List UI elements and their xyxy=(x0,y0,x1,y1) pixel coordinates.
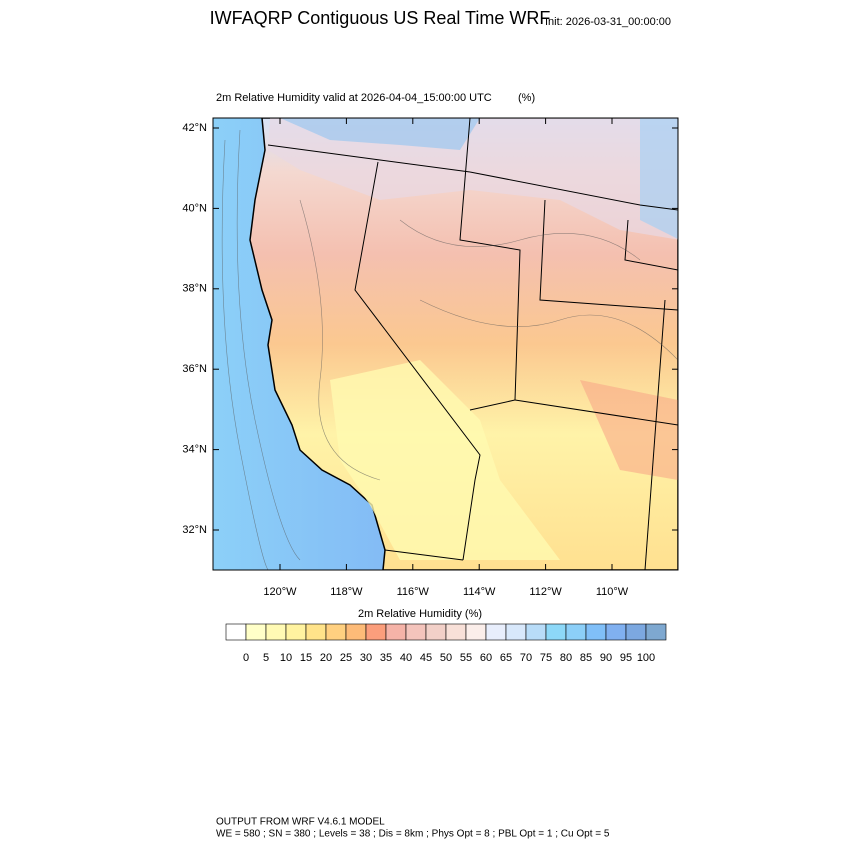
lon-tick-label: 118°W xyxy=(330,586,363,598)
footer-line: WE = 580 ; SN = 380 ; Levels = 38 ; Dis … xyxy=(216,829,610,840)
colorbar-label: 40 xyxy=(400,652,412,664)
colorbar-label: 50 xyxy=(440,652,452,664)
north-cloud-zone xyxy=(280,118,480,150)
contours xyxy=(221,129,678,570)
colorbar-box xyxy=(505,623,527,641)
colorbar-label: 60 xyxy=(480,652,492,664)
colorbar-label: 35 xyxy=(380,652,392,664)
colorbar-box xyxy=(605,623,627,641)
map-subtitle: 2m Relative Humidity valid at 2026-04-04… xyxy=(216,92,492,104)
colorbar-label: 75 xyxy=(540,652,552,664)
lat-tick-label: 40°N xyxy=(182,202,207,214)
map-units: (%) xyxy=(518,92,535,104)
colorbar-box xyxy=(225,623,247,641)
lon-tick-label: 120°W xyxy=(263,586,297,598)
colorbar-label: 0 xyxy=(243,652,249,664)
lat-tick-label: 36°N xyxy=(182,363,207,375)
colorbar-box xyxy=(385,623,407,641)
colorbar-label: 65 xyxy=(500,652,512,664)
colorbar-box xyxy=(325,623,347,641)
lat-tick-label: 38°N xyxy=(182,283,207,295)
colorbar-box xyxy=(405,623,427,641)
colorbar-label: 80 xyxy=(560,652,572,664)
colorbar-box xyxy=(585,623,607,641)
lat-tick-label: 34°N xyxy=(182,444,207,456)
colorbar-label: 25 xyxy=(340,652,352,664)
colorbar-box xyxy=(345,623,367,641)
colorbar-box xyxy=(485,623,507,641)
colorbar-title: 2m Relative Humidity (%) xyxy=(358,608,482,620)
colorbar-label: 95 xyxy=(620,652,632,664)
colorbar-label: 85 xyxy=(580,652,592,664)
north-humid-zone xyxy=(268,118,678,240)
colorbar-box xyxy=(365,623,387,641)
colorbar-box xyxy=(305,623,327,641)
colorbar-box xyxy=(545,623,567,641)
colorbar-box xyxy=(245,623,267,641)
init-time: Init: 2026-03-31_00:00:00 xyxy=(545,16,671,28)
dry-zone xyxy=(330,360,560,560)
colorbar-label: 90 xyxy=(600,652,612,664)
lat-tick-label: 42°N xyxy=(182,122,207,134)
lon-tick-label: 112°W xyxy=(529,586,562,598)
footer-line: OUTPUT FROM WRF V4.6.1 MODEL xyxy=(216,817,385,828)
colorbar-box xyxy=(625,623,647,641)
colorbar-box xyxy=(565,623,587,641)
colorbar-box xyxy=(645,623,667,641)
lon-tick-label: 116°W xyxy=(397,586,430,598)
map-frame xyxy=(212,117,679,571)
lon-tick-label: 114°W xyxy=(463,586,496,598)
lon-tick-label: 110°W xyxy=(596,586,629,598)
colorbar-label: 30 xyxy=(360,652,372,664)
colorbar-label: 55 xyxy=(460,652,472,664)
northeast-humid-zone xyxy=(640,118,678,239)
lat-tick-label: 32°N xyxy=(182,524,207,536)
colorbar-label: 100 xyxy=(637,652,655,664)
colorbar: 0 5 10 15 20 25 30 35 40 45 50 55 60 65 70 75 80 85 90 95 10… xyxy=(225,623,667,664)
colorbar-label: 5 xyxy=(263,652,269,664)
colorbar-box xyxy=(445,623,467,641)
colorbar-box xyxy=(525,623,547,641)
colorbar-label: 45 xyxy=(420,652,432,664)
colorbar-label: 15 xyxy=(300,652,312,664)
colorbar-box xyxy=(285,623,307,641)
colorbar-label: 70 xyxy=(520,652,532,664)
colorbar-box xyxy=(465,623,487,641)
colorbar-label: 20 xyxy=(320,652,332,664)
title: IWFAQRP Contiguous US Real Time WRF xyxy=(210,8,551,28)
colorbar-box xyxy=(265,623,287,641)
colorbar-box xyxy=(425,623,447,641)
colorbar-label: 10 xyxy=(280,652,292,664)
map-area xyxy=(213,118,678,570)
